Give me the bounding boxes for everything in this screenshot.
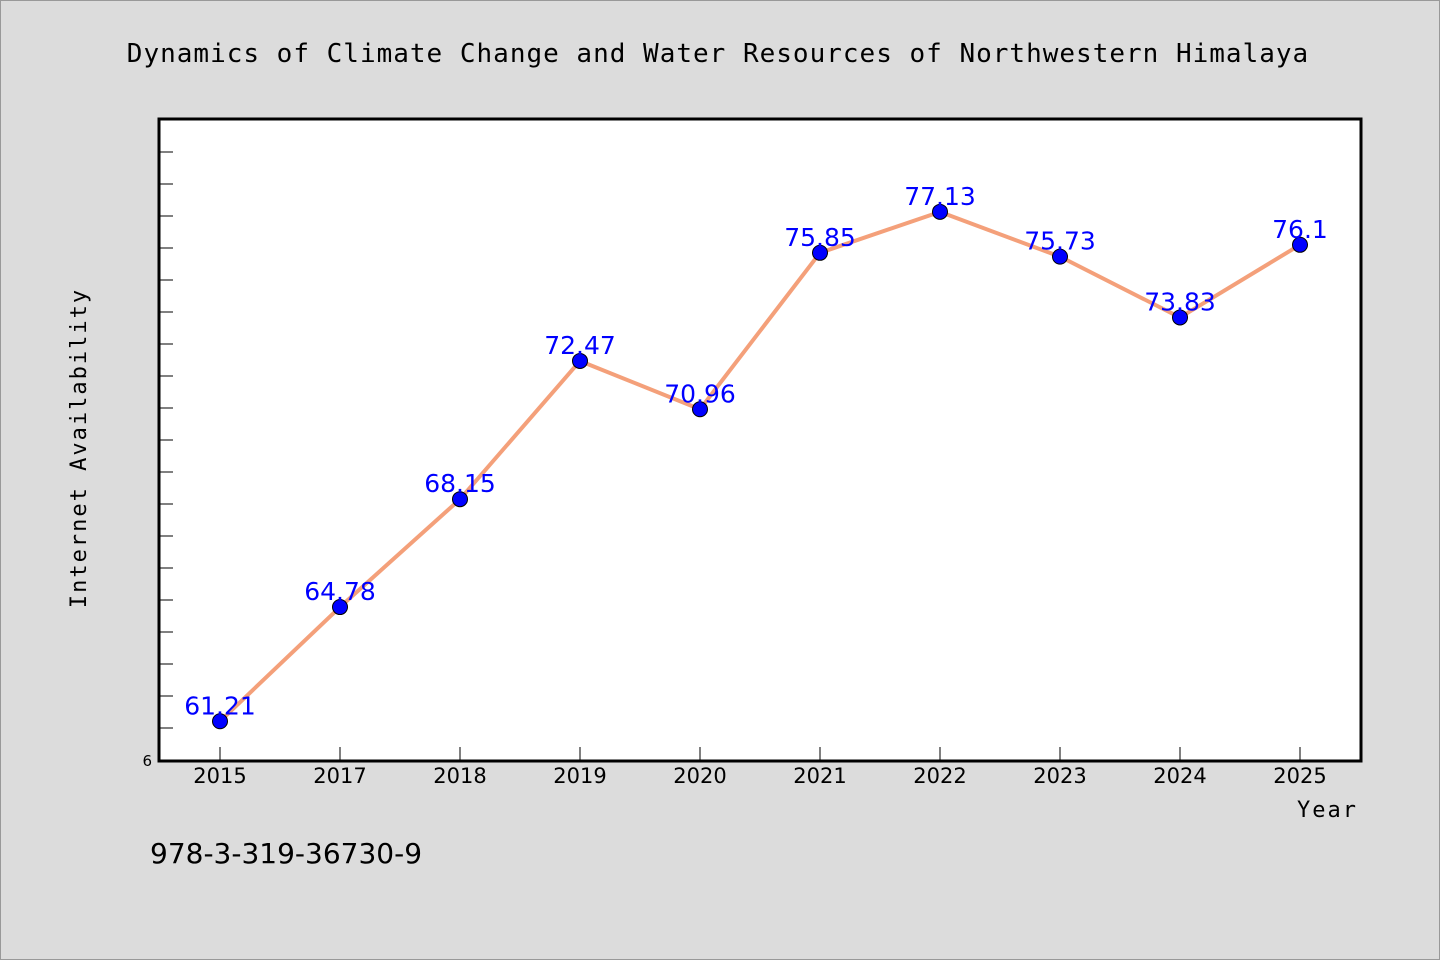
x-axis-label: Year bbox=[1297, 798, 1358, 823]
data-point-marker bbox=[1052, 248, 1068, 265]
data-label: 75.85 bbox=[784, 223, 856, 252]
x-tick-label: 2015 bbox=[193, 764, 246, 788]
data-label: 68.15 bbox=[424, 469, 496, 498]
data-point-marker bbox=[572, 352, 588, 369]
data-label: 70.96 bbox=[664, 379, 736, 408]
x-tick-label: 2018 bbox=[433, 764, 486, 788]
x-tick-label: 2020 bbox=[673, 764, 726, 788]
data-label: 61.21 bbox=[184, 691, 256, 720]
x-tick-label: 2024 bbox=[1153, 764, 1206, 788]
plot-area bbox=[157, 117, 1363, 763]
data-point-marker bbox=[452, 491, 468, 508]
x-tick-label: 2023 bbox=[1033, 764, 1086, 788]
x-tick-label: 2019 bbox=[553, 764, 606, 788]
data-label: 77.13 bbox=[904, 182, 976, 211]
series-line bbox=[218, 209, 1302, 723]
isbn-footer: 978-3-319-36730-9 bbox=[150, 837, 422, 870]
data-point-marker bbox=[932, 203, 948, 220]
data-point-marker bbox=[1172, 309, 1188, 326]
x-tick-label: 2021 bbox=[793, 764, 846, 788]
data-label: 76.1 bbox=[1272, 215, 1328, 244]
x-axis-ticks: 2015 2017 2018 2019 2020 2021 2022 2023 2024 2025 bbox=[193, 747, 1327, 788]
x-tick-label: 2022 bbox=[913, 764, 966, 788]
y-axis-label: Internet Availability bbox=[67, 288, 92, 608]
data-point-marker bbox=[332, 599, 348, 616]
y-tick-label: 6 bbox=[142, 752, 152, 770]
x-tick-label: 2025 bbox=[1273, 764, 1326, 788]
data-label: 75.73 bbox=[1024, 227, 1096, 256]
data-label: 73.83 bbox=[1144, 287, 1216, 316]
data-label: 64.78 bbox=[304, 577, 376, 606]
data-label: 72.47 bbox=[544, 331, 616, 360]
x-tick-label: 2017 bbox=[313, 764, 366, 788]
data-point-marker bbox=[1292, 236, 1308, 253]
series-group: 61.21 64.78 68.15 72.47 70.96 75.85 77.13 75.73… bbox=[184, 182, 1328, 730]
data-point-marker bbox=[692, 401, 708, 418]
y-axis-ticks: 6 bbox=[142, 151, 173, 770]
data-point-marker bbox=[212, 713, 228, 730]
chart-title: Dynamics of Climate Change and Water Res… bbox=[127, 39, 1309, 69]
data-point-marker bbox=[812, 244, 828, 261]
